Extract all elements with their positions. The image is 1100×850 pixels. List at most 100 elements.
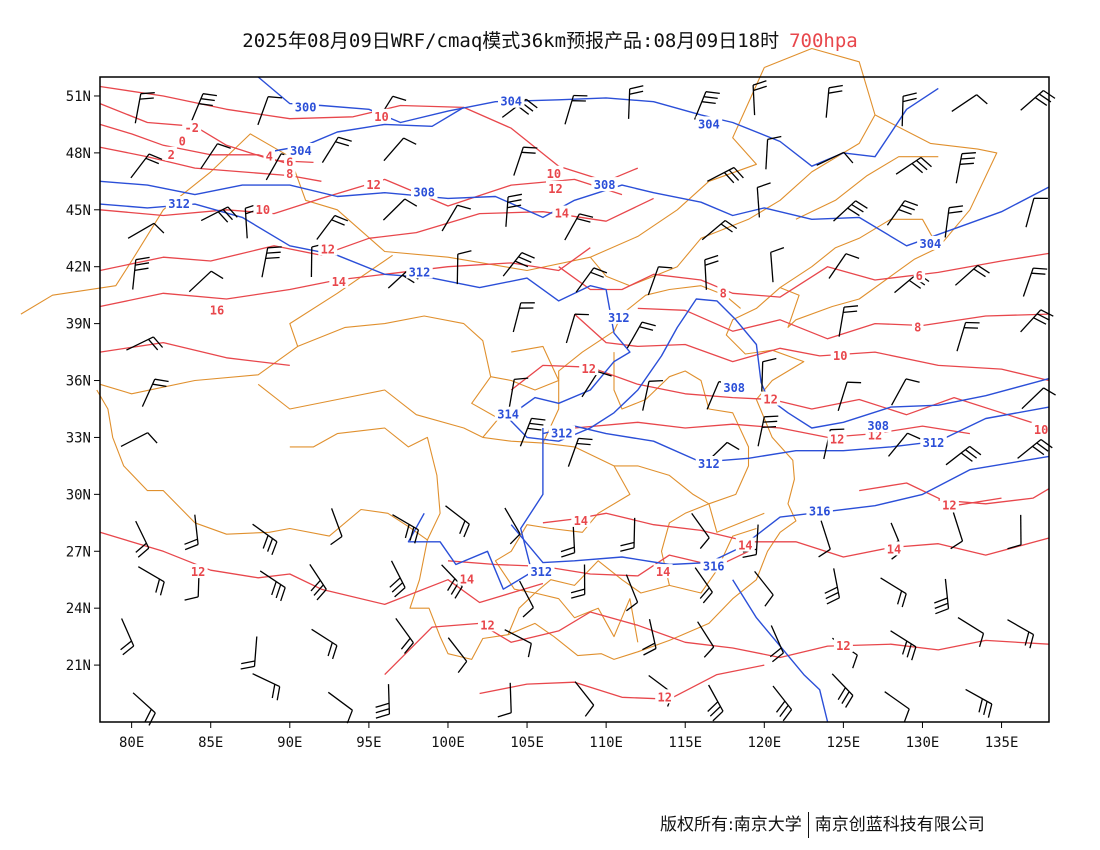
wind-barb-feather (140, 92, 155, 95)
wind-barb-staff (382, 198, 406, 221)
wind-barb (772, 685, 793, 722)
temperature-contour (99, 178, 623, 217)
wind-barb-staff (626, 321, 643, 349)
wind-barb-staff (567, 438, 580, 467)
wind-barb-feather (901, 593, 907, 608)
wind-barb-feather (843, 151, 854, 164)
wind-barb-feather (576, 442, 591, 446)
wind-barb-staff (509, 682, 512, 713)
temperature-label: 12 (581, 362, 595, 376)
wind-barb (887, 432, 921, 457)
border-line (20, 67, 765, 315)
wind-barb (327, 691, 354, 724)
lat-tick-label: 39N (66, 317, 91, 333)
wind-barb (259, 570, 286, 602)
wind-barb-feather (841, 691, 850, 704)
wind-barb-staff (944, 207, 950, 238)
wind-barb-feather (902, 92, 917, 97)
temperature-label-bg (165, 146, 177, 161)
wind-barb (519, 580, 534, 618)
temperature-label-bg (546, 180, 565, 195)
height-label-bg (528, 564, 555, 579)
wind-barb-feather (728, 169, 740, 181)
height-contour (257, 76, 939, 167)
lon-tick-label: 115E (668, 735, 702, 751)
temperature-label: 4 (266, 150, 273, 164)
wind-barb (620, 517, 636, 552)
wind-barb-feather (639, 326, 654, 331)
wind-barb (330, 508, 343, 546)
lon-tick-label: 130E (906, 735, 940, 751)
wind-barb-feather (447, 578, 456, 591)
wind-barb-feather (973, 268, 986, 278)
wind-barb (694, 567, 713, 604)
temperature-label: 6 (286, 155, 293, 169)
wind-barb-feather (135, 262, 150, 266)
height-label: 308 (723, 381, 745, 395)
border-line (589, 114, 876, 287)
wind-barb-feather (463, 523, 470, 538)
wind-barb (504, 507, 521, 545)
wind-barb-feather (906, 643, 912, 658)
wind-barb-feather (457, 250, 472, 255)
temperature-label: 12 (942, 499, 956, 513)
wind-barb-feather (844, 305, 859, 308)
wind-barb-feather (852, 654, 858, 669)
lat-tick-label: 24N (66, 601, 91, 617)
wind-barb-feather (847, 381, 862, 384)
wind-barb-feather (626, 601, 638, 612)
wind-barb-staff (633, 517, 636, 548)
wind-barb (756, 182, 771, 218)
wind-barb-feather (135, 256, 150, 261)
wind-barb-feather (901, 204, 915, 211)
wind-barb-staff (965, 688, 993, 705)
wind-barb-feather (152, 336, 164, 348)
temperature-label-bg (761, 391, 781, 406)
wind-barb (761, 357, 777, 392)
wind-barb-feather (310, 579, 321, 592)
wind-barb-feather (152, 383, 167, 388)
temperature-label-bg (884, 541, 904, 556)
temperature-contour (637, 307, 1050, 340)
wind-barb (575, 267, 608, 293)
wind-barb-staff (447, 637, 468, 662)
wind-barb-feather (733, 167, 744, 179)
border-line (96, 47, 998, 660)
wind-barb-staff (120, 432, 148, 447)
height-label-bg (591, 177, 618, 192)
wind-barb-feather (497, 712, 512, 718)
wind-barb-feather (265, 256, 280, 260)
wind-barb (497, 682, 512, 718)
wind-barb (1017, 438, 1053, 459)
temperature-label-bg (939, 497, 959, 512)
wind-barb-staff (508, 379, 515, 410)
wind-barb-feather (527, 643, 532, 658)
wind-barb (564, 213, 594, 241)
wind-barb-feather (709, 706, 721, 717)
wind-barb-feather (703, 96, 718, 100)
wind-barb-feather (620, 541, 635, 547)
wind-barb-staff (512, 302, 522, 333)
wind-barb-feather (389, 577, 401, 588)
wind-barb-feather (590, 271, 604, 278)
wind-barb-feather (404, 524, 410, 539)
wind-barb (134, 92, 155, 124)
wind-barb-staff (265, 153, 282, 181)
wind-barb-feather (907, 432, 921, 440)
wind-barb-feather (593, 267, 608, 274)
wind-barb-staff (330, 508, 343, 537)
wind-barb-staff (951, 94, 978, 112)
wind-barb-feather (851, 203, 864, 213)
wind-barb-staff (642, 381, 650, 411)
wind-barb-staff (828, 253, 847, 279)
wind-barb (190, 93, 217, 122)
wind-barb-staff (754, 570, 774, 596)
wind-barb (838, 305, 859, 337)
wind-barb-staff (395, 618, 414, 644)
height-label: 316 (703, 559, 725, 573)
temperature-label-bg (182, 120, 202, 135)
wind-barb-staff (392, 514, 419, 531)
wind-barb-feather (976, 94, 988, 105)
wind-barb-staff (1022, 267, 1034, 297)
